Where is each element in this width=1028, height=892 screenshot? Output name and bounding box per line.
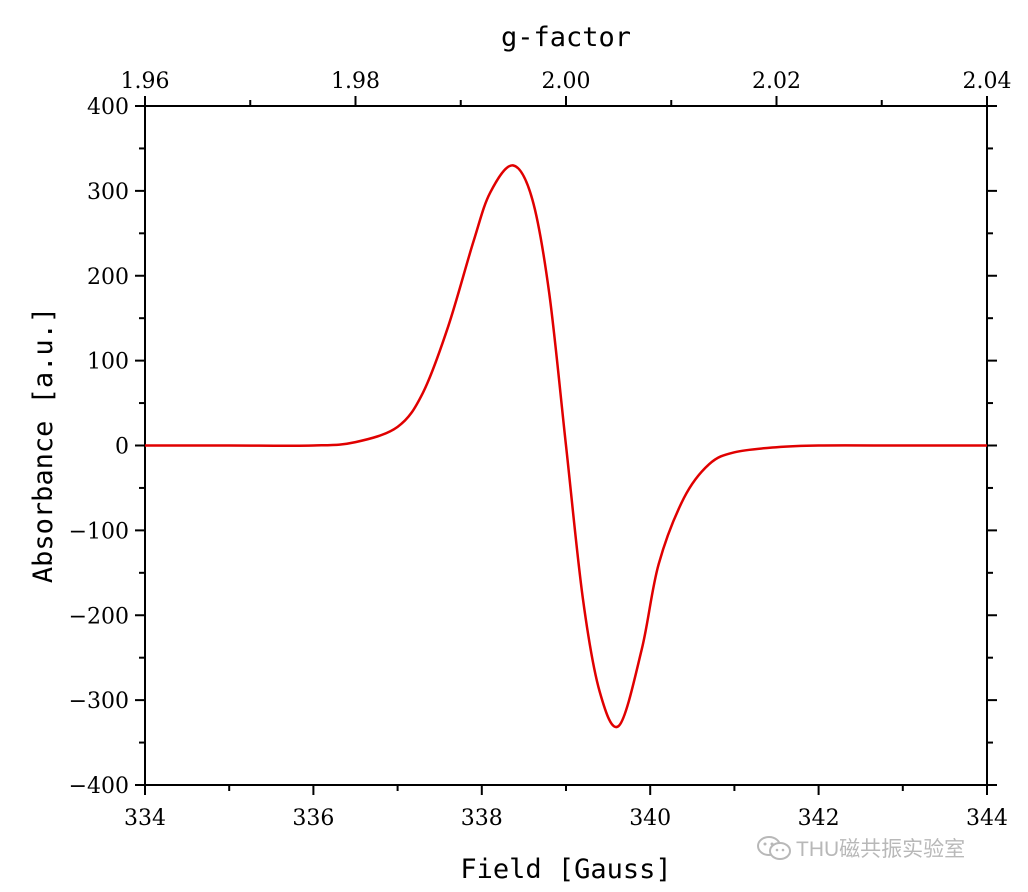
series-line-0 bbox=[144, 164, 988, 729]
top-tick-label: 1.96 bbox=[121, 69, 170, 94]
top-tick-label: 2.00 bbox=[542, 69, 591, 94]
y-tick-label: −200 bbox=[69, 604, 129, 629]
x-tick-label: 336 bbox=[292, 806, 334, 831]
x-tick-label: 334 bbox=[124, 806, 166, 831]
y-tick-label: 100 bbox=[87, 350, 129, 375]
y-tick-label: 300 bbox=[87, 180, 129, 205]
x-tick-label: 338 bbox=[461, 806, 503, 831]
y-tick-label: −300 bbox=[69, 689, 129, 714]
top-tick-label: 2.04 bbox=[963, 69, 1012, 94]
watermark: THU磁共振实验室 bbox=[756, 830, 965, 866]
y-tick-label: 0 bbox=[115, 435, 129, 460]
x-axis-title: Field [Gauss] bbox=[460, 854, 671, 885]
y-tick-label: 400 bbox=[87, 95, 129, 120]
x-tick-label: 340 bbox=[629, 806, 671, 831]
y-tick-label: −400 bbox=[69, 774, 129, 799]
x-tick-label: 342 bbox=[798, 806, 840, 831]
top-tick-label: 1.98 bbox=[331, 69, 380, 94]
top-axis-title: g-factor bbox=[501, 22, 631, 53]
y-axis-title: Absorbance [a.u.] bbox=[28, 307, 59, 583]
top-tick-label: 2.02 bbox=[752, 69, 801, 94]
y-tick-label: 200 bbox=[87, 265, 129, 290]
watermark-text: THU磁共振实验室 bbox=[796, 838, 966, 861]
y-tick-label: −100 bbox=[69, 519, 129, 544]
wechat-icon bbox=[757, 836, 791, 860]
x-tick-label: 344 bbox=[966, 806, 1008, 831]
